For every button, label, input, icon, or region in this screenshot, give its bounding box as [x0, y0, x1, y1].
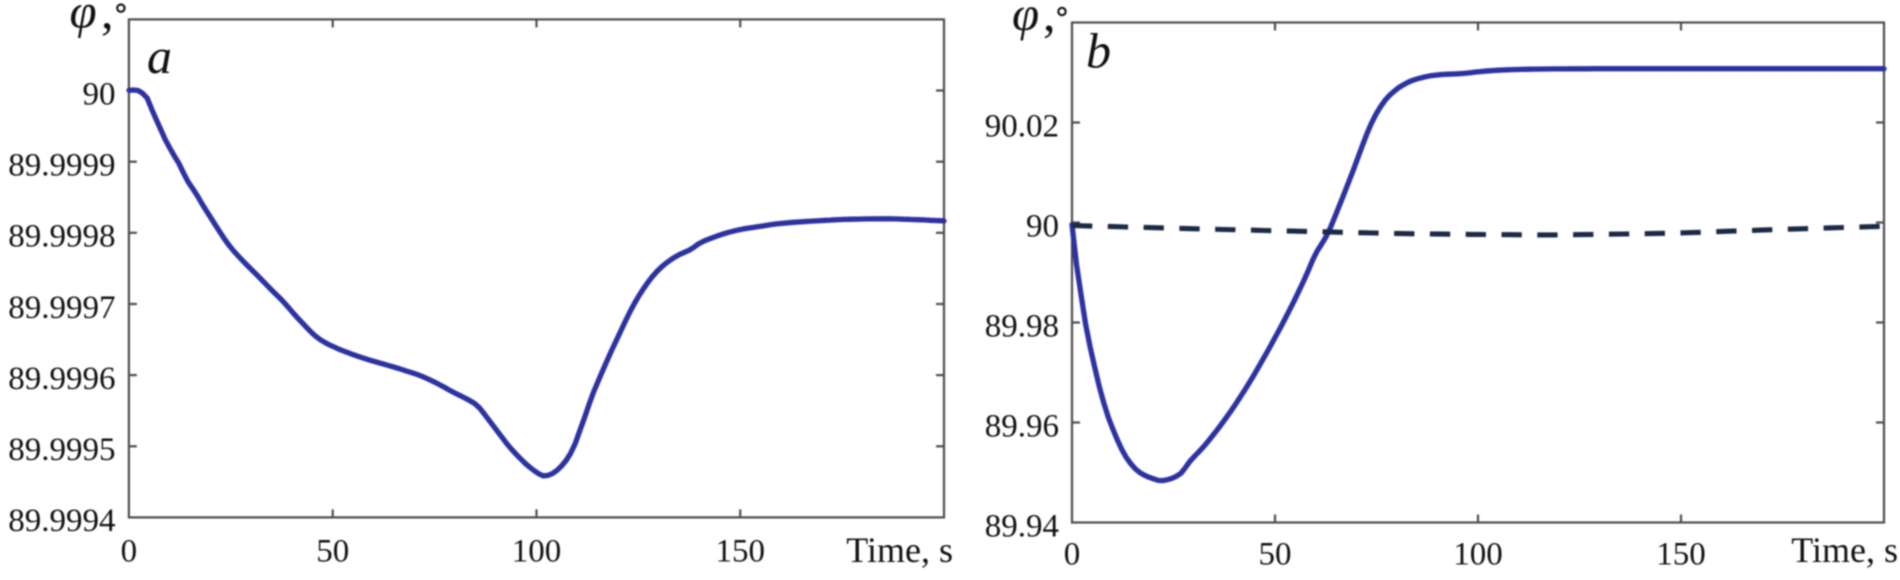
svg-text:89.96: 89.96: [985, 408, 1059, 444]
svg-text:50: 50: [1259, 537, 1292, 573]
svg-text:89.9998: 89.9998: [8, 219, 115, 255]
svg-text:,: ,: [1043, 0, 1056, 42]
svg-text:89.9995: 89.9995: [8, 432, 115, 468]
svg-text:100: 100: [1453, 537, 1503, 573]
svg-text:89.9996: 89.9996: [8, 361, 115, 397]
svg-text:50: 50: [316, 534, 349, 570]
svg-text:b: b: [1086, 23, 1111, 79]
svg-text:100: 100: [512, 534, 562, 570]
svg-text:0: 0: [121, 534, 138, 570]
svg-text:Time, s: Time, s: [846, 530, 953, 570]
svg-text:89.9994: 89.9994: [8, 503, 115, 539]
svg-text:Time, s: Time, s: [1791, 530, 1898, 570]
svg-text:89.94: 89.94: [985, 508, 1059, 544]
svg-text:150: 150: [1656, 537, 1706, 573]
svg-text:a: a: [147, 28, 172, 84]
svg-text:,: ,: [101, 0, 114, 39]
svg-text:150: 150: [715, 534, 765, 570]
svg-text:90.02: 90.02: [985, 108, 1059, 144]
svg-text:φ: φ: [70, 0, 97, 39]
svg-text:89.98: 89.98: [985, 308, 1059, 344]
svg-text:89.9999: 89.9999: [8, 148, 115, 184]
svg-text:0: 0: [1064, 537, 1081, 573]
svg-text:90: 90: [83, 76, 116, 112]
svg-text:φ: φ: [1012, 0, 1039, 41]
svg-text:90: 90: [1026, 208, 1059, 244]
svg-text:89.9997: 89.9997: [8, 290, 115, 326]
